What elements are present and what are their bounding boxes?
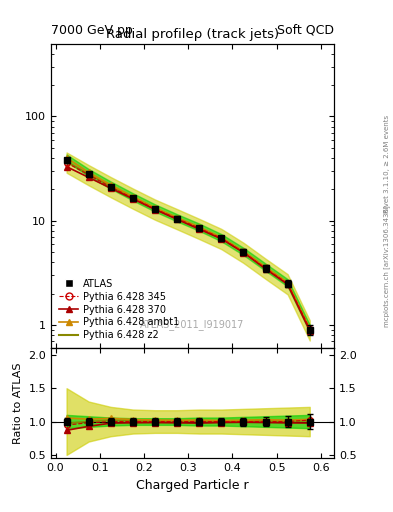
Text: Rivet 3.1.10, ≥ 2.6M events: Rivet 3.1.10, ≥ 2.6M events (384, 115, 390, 213)
Y-axis label: Ratio to ATLAS: Ratio to ATLAS (13, 362, 23, 444)
Title: Radial profileρ (track jets): Radial profileρ (track jets) (106, 28, 279, 41)
Legend: ATLAS, Pythia 6.428 345, Pythia 6.428 370, Pythia 6.428 ambt1, Pythia 6.428 z2: ATLAS, Pythia 6.428 345, Pythia 6.428 37… (56, 276, 182, 344)
Text: 7000 GeV pp: 7000 GeV pp (51, 24, 133, 37)
X-axis label: Charged Particle r: Charged Particle r (136, 479, 249, 492)
Text: ATLAS_2011_I919017: ATLAS_2011_I919017 (140, 319, 245, 330)
Text: mcplots.cern.ch [arXiv:1306.3436]: mcplots.cern.ch [arXiv:1306.3436] (384, 205, 391, 327)
Text: Soft QCD: Soft QCD (277, 24, 334, 37)
